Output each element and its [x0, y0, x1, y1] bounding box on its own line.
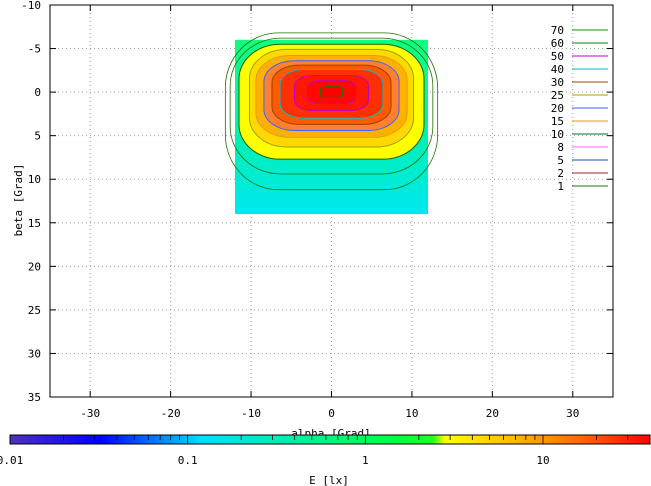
y-tick-label: 30	[28, 347, 41, 360]
legend-label: 8	[557, 141, 564, 154]
legend-label: 60	[551, 37, 564, 50]
y-tick-label: 0	[34, 86, 41, 99]
y-axis-label: beta [Grad]	[12, 164, 25, 237]
colorbar-tick-label: 1	[362, 454, 369, 467]
legend-label: 20	[551, 102, 564, 115]
y-tick-label: -5	[28, 43, 41, 56]
legend-label: 2	[557, 167, 564, 180]
x-tick-label: 20	[486, 407, 499, 420]
y-tick-label: 10	[28, 173, 41, 186]
y-tick-label: 25	[28, 304, 41, 317]
legend-label: 1	[557, 180, 564, 193]
colorbar-tick-label: 0.1	[178, 454, 198, 467]
legend-label: 40	[551, 63, 564, 76]
heatmap	[224, 32, 439, 215]
y-tick-label: -10	[21, 0, 41, 12]
contour-band	[319, 86, 344, 98]
legend-label: 30	[551, 76, 564, 89]
x-tick-label: -30	[80, 407, 100, 420]
y-tick-label: 15	[28, 217, 41, 230]
legend-label: 5	[557, 154, 564, 167]
colorbar-label: E [lx]	[309, 474, 349, 486]
contour-line	[224, 32, 439, 191]
legend-label: 10	[551, 128, 564, 141]
x-tick-label: 0	[328, 407, 335, 420]
legend-label: 25	[551, 89, 564, 102]
colorbar-tick-label: 0.01	[0, 454, 23, 467]
colorbar-tick-label: 10	[536, 454, 549, 467]
x-tick-label: 10	[405, 407, 418, 420]
y-tick-label: 5	[34, 130, 41, 143]
x-tick-label: -10	[241, 407, 261, 420]
legend-label: 70	[551, 24, 564, 37]
colorbar: 0.01 0.1 1 10	[0, 434, 651, 467]
y-tick-label: 35	[28, 391, 41, 404]
x-tick-label: 30	[566, 407, 579, 420]
y-tick-label: 20	[28, 260, 41, 273]
contour-line	[229, 37, 434, 175]
x-tick-label: -20	[161, 407, 181, 420]
legend-label: 50	[551, 50, 564, 63]
legend-label: 15	[551, 115, 564, 128]
colorbar-gradient	[9, 434, 651, 445]
